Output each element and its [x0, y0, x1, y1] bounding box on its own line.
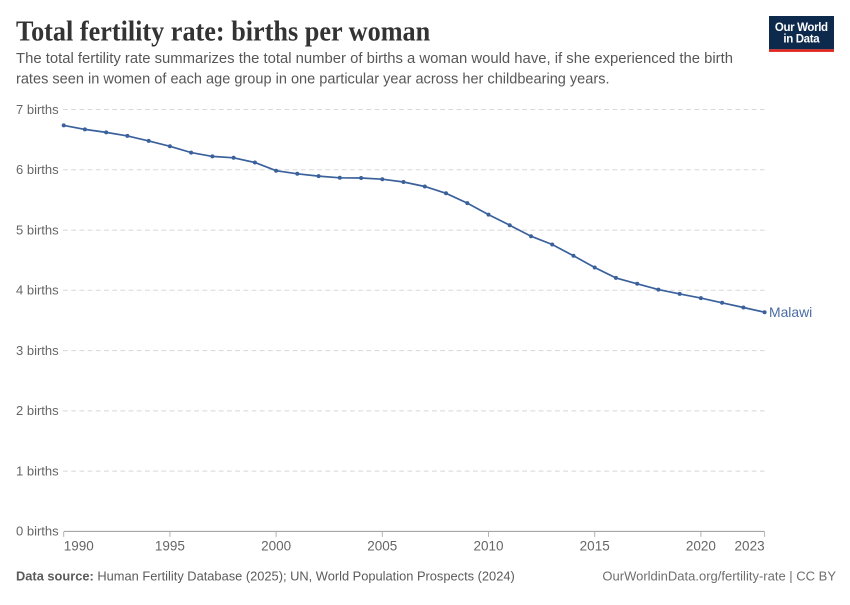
svg-text:5 births: 5 births — [16, 222, 59, 237]
svg-text:6 births: 6 births — [16, 162, 59, 177]
svg-text:Our World: Our World — [775, 22, 828, 34]
svg-text:3 births: 3 births — [16, 343, 59, 358]
svg-text:0 births: 0 births — [16, 524, 59, 539]
svg-text:2023: 2023 — [735, 539, 765, 554]
svg-text:The total fertility rate summa: The total fertility rate summarizes the … — [16, 51, 733, 67]
svg-text:1990: 1990 — [64, 539, 94, 554]
svg-text:2 births: 2 births — [16, 403, 59, 418]
svg-text:4 births: 4 births — [16, 283, 59, 298]
svg-text:Data source: Human Fertility D: Data source: Human Fertility Database (2… — [16, 569, 515, 584]
svg-text:7 births: 7 births — [16, 102, 59, 117]
svg-text:Total fertility rate: births p: Total fertility rate: births per woman — [16, 16, 430, 47]
svg-text:2000: 2000 — [261, 539, 291, 554]
svg-text:2020: 2020 — [686, 539, 716, 554]
svg-text:2010: 2010 — [473, 539, 503, 554]
svg-text:2015: 2015 — [580, 539, 610, 554]
svg-text:Malawi: Malawi — [769, 304, 812, 320]
svg-text:1 births: 1 births — [16, 463, 59, 478]
svg-text:rates seen in women of each ag: rates seen in women of each age group in… — [16, 71, 610, 87]
svg-text:1995: 1995 — [155, 539, 185, 554]
svg-text:2005: 2005 — [367, 539, 397, 554]
svg-text:in Data: in Data — [783, 33, 820, 45]
svg-text:OurWorldinData.org/fertility-r: OurWorldinData.org/fertility-rate | CC B… — [602, 569, 836, 584]
